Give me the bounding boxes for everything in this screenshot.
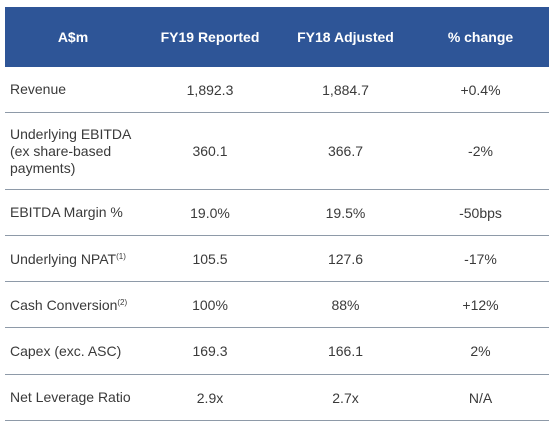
row-label: Cash Conversion(2) (10, 296, 128, 313)
cell-fy19: 2.9x (196, 389, 224, 406)
cell-change: +0.4% (460, 81, 501, 98)
table-row-underlying-npat: Underlying NPAT(1) 105.5 127.6 -17% (5, 236, 549, 282)
cell-fy18: 88% (331, 296, 360, 313)
row-label: Underlying EBITDA (ex share-based paymen… (10, 125, 131, 176)
cell-fy19: 360.1 (192, 143, 228, 159)
footnote-marker: (2) (117, 297, 128, 307)
row-label: Underlying NPAT(1) (10, 250, 126, 267)
header-cell-fy19-reported: FY19 Reported (160, 29, 260, 45)
header-cell-pct-change: % change (447, 29, 514, 45)
cell-fy18: 166.1 (327, 343, 364, 359)
financial-summary-table: A$m FY19 Reported FY18 Adjusted % change… (5, 7, 549, 421)
header-cell-fy18-adjusted: FY18 Adjusted (297, 29, 394, 45)
cell-change: -50bps (459, 204, 502, 221)
cell-change: -2% (468, 143, 493, 159)
cell-fy18: 1,884.7 (322, 81, 369, 98)
cell-fy19: 105.5 (192, 250, 228, 267)
table-row-underlying-ebitda: Underlying EBITDA (ex share-based paymen… (5, 113, 549, 190)
cell-fy19: 1,892.3 (186, 81, 234, 98)
table-row-ebitda-margin: EBITDA Margin % 19.0% 19.5% -50bps (5, 190, 549, 236)
row-label: Revenue (10, 81, 67, 97)
cell-change: -17% (464, 250, 497, 267)
cell-fy19: 169.3 (192, 343, 228, 359)
cell-fy19: 100% (192, 296, 228, 313)
cell-fy18: 366.7 (327, 143, 364, 159)
cell-change: N/A (468, 389, 493, 406)
row-label: EBITDA Margin % (10, 204, 123, 220)
table-row-revenue: Revenue 1,892.3 1,884.7 +0.4% (5, 67, 549, 113)
cell-fy18: 127.6 (327, 250, 364, 267)
table-row-net-leverage: Net Leverage Ratio 2.9x 2.7x N/A (5, 375, 549, 421)
table-row-cash-conversion: Cash Conversion(2) 100% 88% +12% (5, 282, 549, 328)
cell-fy18: 2.7x (332, 389, 359, 406)
header-cell-unit: A$m (57, 29, 89, 45)
cell-change: 2% (470, 343, 491, 359)
cell-change: +12% (462, 296, 499, 313)
cell-fy19: 19.0% (190, 204, 230, 221)
table-row-capex: Capex (exc. ASC) 169.3 166.1 2% (5, 328, 549, 375)
footnote-marker: (1) (116, 251, 126, 261)
row-label: Capex (exc. ASC) (10, 342, 122, 359)
row-label: Net Leverage Ratio (10, 389, 131, 405)
cell-fy18: 19.5% (325, 204, 366, 221)
table-header-row: A$m FY19 Reported FY18 Adjusted % change (5, 7, 549, 67)
